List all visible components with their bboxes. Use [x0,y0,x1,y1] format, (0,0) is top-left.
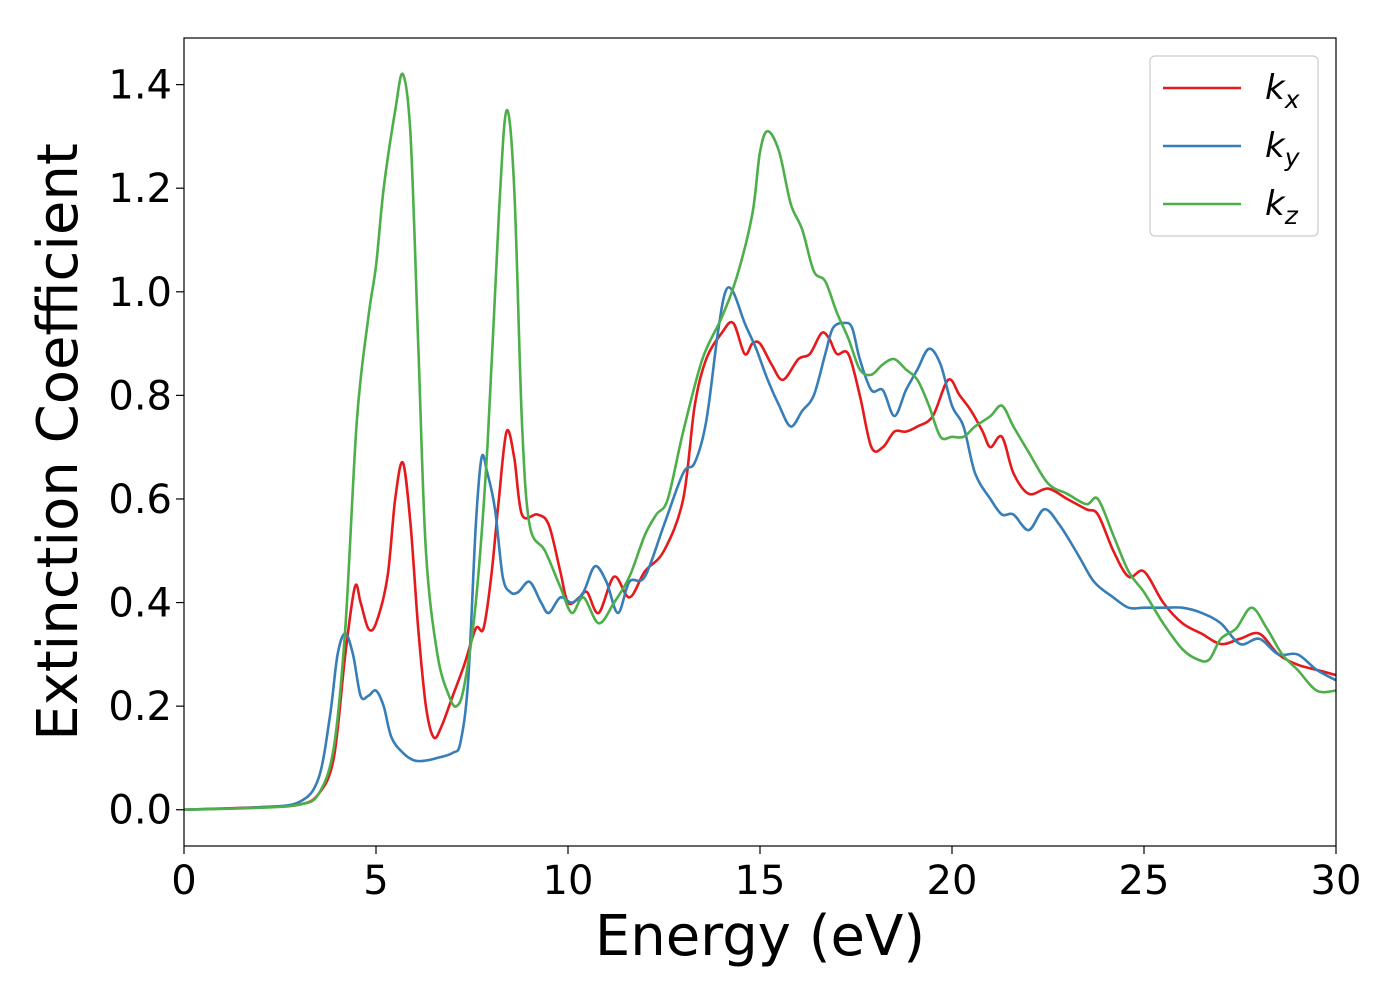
x-tick-label: 15 [735,858,786,904]
x-tick-label: 0 [171,858,196,904]
x-tick-label: 30 [1311,858,1362,904]
series-line-ky [184,285,1336,811]
y-tick-label: 1.2 [108,166,172,212]
x-axis-title: Energy (eV) [595,904,925,969]
y-tick-label: 0.8 [108,373,172,419]
y-tick-label: 1.4 [108,63,172,109]
x-axis: 0 5 10 15 20 25 30 [171,846,1361,904]
legend-label-kx: kx [1265,68,1300,114]
legend-label-subscript: z [1284,201,1299,230]
series-layer [184,72,1336,811]
series-line-kz [184,72,1336,811]
legend-label-base: k [1265,184,1286,224]
series-line-kx [184,320,1336,811]
y-tick-label: 1.0 [108,270,172,316]
y-tick-label: 0.4 [108,581,172,627]
legend-label-subscript: x [1284,85,1300,114]
y-tick-label: 0.2 [108,684,172,730]
x-tick-label: 25 [1119,858,1170,904]
x-tick-label: 5 [363,858,388,904]
y-axis-title: Extinction Coefficient [26,143,91,741]
legend-label-base: k [1265,126,1286,166]
legend-label-kz: kz [1265,184,1299,230]
x-tick-label: 10 [543,858,594,904]
y-tick-label: 0.6 [108,477,172,523]
legend-label-subscript: y [1284,143,1301,172]
x-tick-label: 20 [927,858,978,904]
legend-label-base: k [1265,68,1286,108]
y-axis: 0.0 0.2 0.4 0.6 0.8 1.0 1.2 1.4 [108,63,184,834]
legend-label-ky: ky [1265,126,1301,172]
y-tick-label: 0.0 [108,788,172,834]
